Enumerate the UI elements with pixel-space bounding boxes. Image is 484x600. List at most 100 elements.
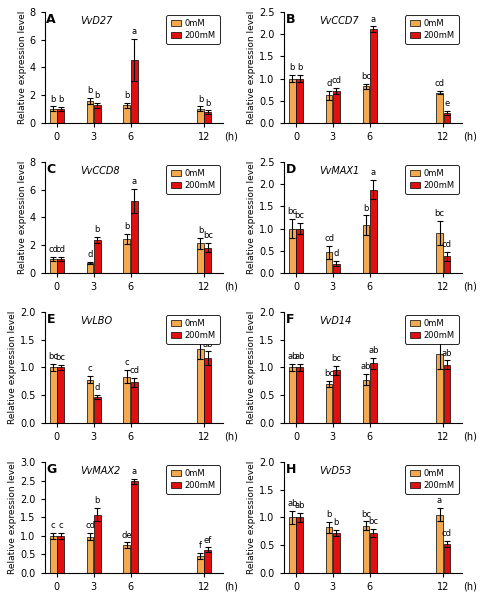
Bar — [288, 229, 295, 272]
Bar — [131, 382, 137, 422]
Bar — [435, 233, 442, 272]
Text: c: c — [88, 364, 92, 373]
Text: b: b — [58, 95, 63, 104]
Text: B: B — [285, 13, 294, 26]
Text: d: d — [333, 250, 338, 259]
Y-axis label: Relative expression level: Relative expression level — [8, 461, 17, 574]
Bar — [50, 259, 57, 272]
Text: b: b — [289, 63, 294, 72]
Legend: 0mM, 200mM: 0mM, 200mM — [405, 315, 458, 344]
Text: bc: bc — [360, 73, 370, 82]
Text: VvD14: VvD14 — [318, 316, 351, 326]
Bar — [325, 384, 332, 422]
Text: bc: bc — [331, 354, 341, 363]
Text: C: C — [46, 163, 56, 176]
Bar — [325, 253, 332, 272]
Text: cd: cd — [331, 76, 341, 85]
Text: ab: ab — [202, 340, 212, 349]
Bar — [123, 545, 130, 572]
Legend: 0mM, 200mM: 0mM, 200mM — [166, 15, 220, 44]
Text: b: b — [124, 222, 129, 231]
Bar — [442, 544, 449, 572]
Text: D: D — [285, 163, 295, 176]
Bar — [94, 397, 101, 422]
Bar — [333, 264, 339, 272]
Legend: 0mM, 200mM: 0mM, 200mM — [405, 165, 458, 194]
Text: (h): (h) — [462, 431, 476, 442]
Text: (h): (h) — [462, 281, 476, 292]
Text: VvCCD7: VvCCD7 — [318, 16, 358, 26]
Text: ab: ab — [294, 352, 304, 361]
Bar — [204, 358, 211, 422]
Y-axis label: Relative expression level: Relative expression level — [247, 311, 256, 424]
Bar — [369, 363, 376, 422]
Bar — [57, 536, 64, 572]
Bar — [369, 533, 376, 572]
Y-axis label: Relative expression level: Relative expression level — [17, 11, 27, 124]
Legend: 0mM, 200mM: 0mM, 200mM — [405, 15, 458, 44]
Text: ab: ab — [367, 346, 378, 355]
Text: bc: bc — [367, 517, 378, 526]
Text: cd: cd — [129, 366, 139, 375]
Text: b: b — [205, 98, 210, 107]
Bar — [50, 109, 57, 122]
Bar — [288, 367, 295, 422]
Text: b: b — [296, 63, 302, 72]
Bar — [362, 526, 368, 572]
Bar — [57, 367, 64, 422]
Bar — [123, 377, 130, 422]
Y-axis label: Relative expression level: Relative expression level — [17, 161, 27, 274]
Text: (h): (h) — [223, 131, 237, 142]
Text: ab: ab — [441, 349, 451, 358]
Text: ef: ef — [203, 536, 212, 545]
Bar — [435, 515, 442, 572]
Text: d: d — [326, 79, 331, 88]
Text: (h): (h) — [462, 581, 476, 592]
Bar — [57, 259, 64, 272]
Text: c: c — [51, 521, 56, 530]
Bar — [197, 349, 203, 422]
Text: cd: cd — [441, 529, 451, 538]
Bar — [94, 515, 101, 572]
Bar — [197, 244, 203, 272]
Text: b: b — [333, 518, 338, 527]
Y-axis label: Relative expression level: Relative expression level — [8, 311, 17, 424]
Text: cd: cd — [441, 240, 451, 249]
Y-axis label: Relative expression level: Relative expression level — [247, 161, 256, 274]
Bar — [204, 112, 211, 122]
Text: VvMAX2: VvMAX2 — [80, 466, 120, 476]
Bar — [57, 109, 64, 122]
Text: b: b — [197, 226, 203, 235]
Bar — [87, 263, 93, 272]
Text: bc: bc — [202, 232, 212, 241]
Text: VvD53: VvD53 — [318, 466, 351, 476]
Text: a: a — [436, 326, 441, 335]
Bar — [94, 240, 101, 272]
Text: F: F — [285, 313, 293, 326]
Bar — [131, 201, 137, 272]
Text: d: d — [87, 250, 92, 259]
Text: cd: cd — [434, 79, 444, 88]
Bar — [131, 60, 137, 122]
Text: a: a — [131, 467, 136, 476]
Bar — [288, 517, 295, 572]
Text: de: de — [121, 531, 132, 540]
Bar — [87, 536, 93, 572]
Text: bc: bc — [287, 207, 297, 216]
Legend: 0mM, 200mM: 0mM, 200mM — [166, 465, 220, 494]
Text: (h): (h) — [223, 581, 237, 592]
Text: b: b — [87, 86, 92, 95]
Bar — [362, 225, 368, 272]
Bar — [442, 256, 449, 272]
Text: d: d — [94, 383, 100, 392]
Text: b: b — [94, 225, 100, 234]
Text: a: a — [131, 177, 136, 186]
Text: a: a — [370, 168, 375, 177]
Text: VvCCD8: VvCCD8 — [80, 166, 120, 176]
Text: ab: ab — [287, 352, 297, 361]
Y-axis label: Relative expression level: Relative expression level — [247, 11, 256, 124]
Text: VvD27: VvD27 — [80, 16, 112, 26]
Text: b: b — [124, 91, 129, 100]
Bar — [197, 109, 203, 122]
Bar — [204, 248, 211, 272]
